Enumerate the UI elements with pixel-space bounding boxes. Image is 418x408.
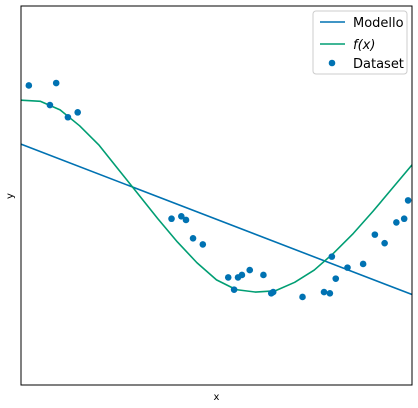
legend: Modello f(x) Dataset bbox=[312, 10, 408, 75]
legend-label-fx: f(x) bbox=[353, 38, 375, 53]
data-point bbox=[74, 109, 81, 116]
data-point bbox=[46, 101, 54, 109]
data-point bbox=[238, 271, 246, 279]
data-point bbox=[269, 288, 277, 296]
data-point bbox=[328, 253, 336, 260]
x-axis-label: x bbox=[214, 392, 220, 403]
data-point bbox=[230, 286, 238, 293]
data-point bbox=[178, 212, 185, 220]
legend-label-modello: Modello bbox=[353, 16, 404, 31]
data-point bbox=[359, 260, 367, 268]
data-point bbox=[64, 113, 72, 121]
data-point bbox=[182, 216, 190, 224]
data-point bbox=[299, 293, 306, 301]
data-point bbox=[371, 231, 379, 238]
data-point bbox=[199, 241, 207, 248]
data-point bbox=[404, 197, 412, 204]
data-point bbox=[52, 79, 60, 87]
data-point bbox=[224, 274, 232, 281]
data-point bbox=[393, 219, 400, 226]
data-point bbox=[260, 271, 267, 279]
y-axis-label: y bbox=[5, 193, 16, 199]
data-point bbox=[400, 215, 408, 223]
legend-box bbox=[312, 10, 408, 75]
data-point bbox=[326, 290, 334, 297]
data-point bbox=[25, 82, 33, 89]
data-point bbox=[189, 234, 197, 242]
data-point bbox=[246, 266, 254, 274]
data-point bbox=[332, 275, 340, 282]
data-point bbox=[381, 239, 388, 247]
data-point bbox=[168, 215, 175, 223]
data-point bbox=[344, 264, 351, 271]
legend-label-dataset: Dataset bbox=[353, 57, 404, 72]
plot-frame bbox=[20, 5, 413, 386]
legend-swatch-dataset bbox=[328, 59, 336, 67]
data-point bbox=[320, 288, 328, 296]
series-line-f-x bbox=[21, 99, 412, 293]
